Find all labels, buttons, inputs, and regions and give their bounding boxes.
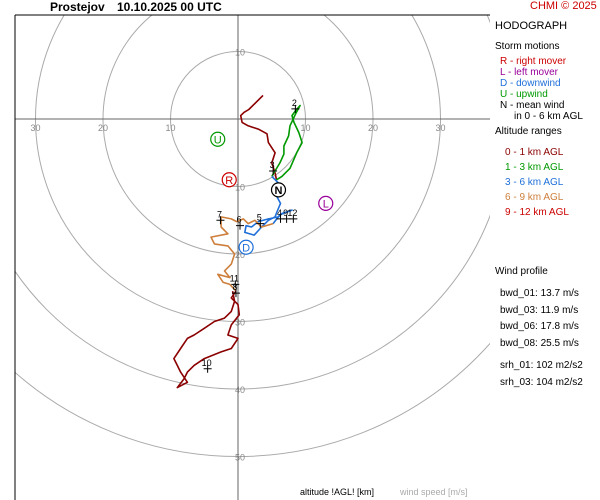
storm-motion-mean: N - mean wind [500,100,565,111]
hodograph-trace [173,290,241,389]
storm-motion-label: L [323,198,329,210]
wind-profile-bwd-03: bwd_03: 11.9 m/s [500,304,579,316]
height-mark-cross [269,166,278,175]
station-name: Prostejov [50,0,105,14]
x-tick-label: 30 [30,123,40,133]
storm-motion-label: N [275,185,283,197]
storm-motion-marker [270,182,287,198]
storm-motion-mean-range: in 0 - 6 km AGL [514,111,583,122]
altitude-range-6-9: 6 - 9 km AGL [505,192,564,203]
wind-profile-srh-01: srh_01: 102 m2/s2 [500,360,583,371]
altitude-range-0-1: 0 - 1 km AGL [505,147,564,158]
ring-label: 40 [235,385,245,395]
height-mark-label: 4 [277,208,282,218]
storm-motion-marker [221,172,237,188]
range-ring [15,342,490,457]
hodograph-trace [210,216,274,292]
hodograph-plot-area: 10 10 20 30 40 50 30 20 10 10 20 30 2 3 4 5 6 7 9 10 11 12 8… [15,15,490,500]
hodograph-trace [271,104,303,181]
credit-label: CHMI © 2025 [530,0,597,12]
storm-motion-label: D [242,242,250,254]
altitude-ranges-list: 0 - 1 km AGL 1 - 3 km AGL 3 - 6 km AGL 6… [505,145,569,220]
ring-label: 30 [235,318,245,328]
ring-label: 50 [235,453,245,463]
storm-motion-label: U [214,134,222,146]
height-mark-cross [289,214,298,223]
altitude-range-9-12: 9 - 12 km AGL [505,207,569,218]
height-mark-cross [231,280,240,289]
x-tick-label: 30 [435,123,445,133]
x-tick-label: 10 [165,123,175,133]
altitude-unit-label: altitude !AGL! [km] [300,487,375,497]
height-mark-cross [203,364,212,373]
storm-motions-list: R - right mover L - left mover D - downw… [500,56,583,122]
range-ring [15,15,490,390]
storm-motion-right: R - right mover [500,56,567,67]
height-mark-cross [291,104,300,113]
height-mark-label: 8 [232,282,237,292]
height-mark-cross [216,216,225,225]
wind-speed-unit-label: wind speed [m/s] [400,487,468,497]
height-mark-cross [236,221,245,230]
wind-profile-list: bwd_01: 13.7 m/s bwd_03: 11.9 m/s bwd_06… [500,286,583,391]
wind-profile-bwd-08: bwd_08: 25.5 m/s [500,337,579,349]
x-tick-label: 10 [300,123,310,133]
wind-profile-srh-03: srh_03: 104 m2/s2 [500,376,583,388]
height-mark-label: 9 [283,208,288,218]
height-mark-label: 2 [292,98,297,108]
x-tick-label: 20 [368,123,378,133]
height-mark-cross [231,289,240,298]
altitude-ranges-title: Altitude ranges [495,126,562,137]
x-tick-label: 20 [98,123,108,133]
wind-profile-bwd-06: bwd_06: 17.8 m/s [500,321,579,332]
storm-motion-marker [210,131,226,147]
storm-motion-left: L - left mover [500,67,558,78]
hodograph-trace [244,175,293,236]
ring-label: 20 [235,250,245,260]
altitude-range-1-3: 1 - 3 km AGL [505,162,564,173]
storm-motion-upwind: U - upwind [500,89,548,100]
height-mark-label: 6 [237,215,242,225]
hodograph-trace [239,94,278,180]
legend-title: HODOGRAPH [495,20,568,32]
height-mark-label: 10 [202,358,212,368]
height-mark-label: 7 [217,209,222,219]
height-mark-label: 3 [270,160,275,170]
storm-motion-label: R [225,175,233,187]
storm-motion-marker [318,195,334,211]
ring-label: 10 [235,48,245,58]
height-mark-cross [282,214,291,223]
height-mark-label: 11 [230,273,239,283]
storm-motion-marker [238,239,254,255]
valid-time: 10.10.2025 00 UTC [117,0,222,14]
wind-profile-bwd-01: bwd_01: 13.7 m/s [500,288,579,299]
storm-motion-downwind: D - downwind [500,78,561,89]
height-mark-cross [256,219,265,228]
storm-motions-title: Storm motions [495,41,560,52]
height-mark-label: 12 [287,208,297,218]
ring-label: 10 [235,183,245,193]
altitude-range-3-6: 3 - 6 km AGL [505,177,564,188]
wind-profile-title: Wind profile [495,266,548,277]
height-mark-label: 5 [257,213,262,223]
